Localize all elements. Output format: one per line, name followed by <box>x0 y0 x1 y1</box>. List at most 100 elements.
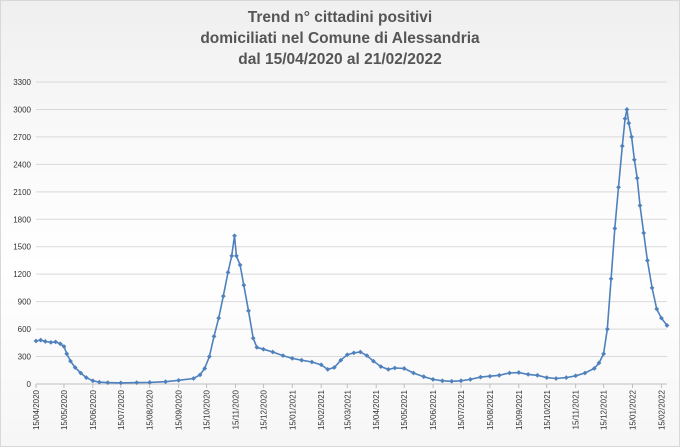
data-point <box>318 362 324 368</box>
data-point <box>401 366 407 371</box>
data-point <box>608 276 614 282</box>
data-point <box>338 357 344 363</box>
data-point <box>299 357 305 363</box>
y-tick-label: 900 <box>18 298 32 307</box>
y-tick-label: 2400 <box>13 160 31 169</box>
data-point <box>90 378 96 384</box>
data-point <box>637 203 643 208</box>
y-tick-label: 300 <box>18 353 32 362</box>
data-point <box>624 107 630 112</box>
chart-title-line-2: domiciliati nel Comune di Alessandria <box>200 30 480 47</box>
data-point <box>622 116 628 122</box>
data-point <box>596 360 602 366</box>
x-tick-label: 15/08/2020 <box>146 389 155 430</box>
data-point <box>33 338 39 344</box>
data-point <box>57 341 63 347</box>
y-tick-label: 600 <box>18 325 32 334</box>
data-point <box>216 315 222 321</box>
x-tick-label: 15/08/2021 <box>486 389 495 430</box>
data-point <box>573 373 579 379</box>
data-point <box>604 326 610 332</box>
x-tick-label: 15/02/2022 <box>657 389 666 430</box>
data-point <box>619 143 625 149</box>
data-point <box>289 355 295 361</box>
data-point <box>64 351 70 357</box>
data-point <box>246 308 251 314</box>
data-point <box>659 315 664 321</box>
data-point <box>631 157 637 163</box>
data-point <box>61 344 67 349</box>
x-axis-ticks: 15/04/2020 15/05/2020 15/06/2020 15/07/2020… <box>32 384 666 430</box>
data-point <box>206 354 212 359</box>
data-point <box>421 374 427 380</box>
x-tick-label: 15/04/2020 <box>32 389 41 430</box>
y-tick-label: 1500 <box>13 243 31 252</box>
x-tick-label: 15/12/2020 <box>259 389 268 430</box>
data-point <box>392 365 398 371</box>
data-point <box>280 353 286 359</box>
data-point <box>48 339 54 345</box>
data-point <box>53 339 58 345</box>
data-point <box>664 323 670 328</box>
data-point <box>351 350 357 356</box>
data-point <box>68 358 73 364</box>
y-tick-label: 3000 <box>13 105 31 114</box>
data-point <box>601 351 607 357</box>
data-point <box>582 370 588 376</box>
data-point <box>467 377 473 382</box>
data-point <box>38 337 44 343</box>
x-tick-label: 15/10/2020 <box>203 389 212 430</box>
data-point <box>96 379 102 385</box>
x-tick-label: 15/07/2020 <box>117 389 126 430</box>
x-tick-label: 15/07/2021 <box>457 389 466 430</box>
data-point <box>344 352 350 358</box>
data-point <box>487 373 493 379</box>
data-point <box>233 253 239 259</box>
data-point <box>535 372 540 378</box>
x-tick-label: 15/09/2020 <box>175 389 184 430</box>
x-tick-label: 15/06/2020 <box>89 389 98 430</box>
data-point <box>649 285 655 291</box>
data-point <box>563 375 569 380</box>
grid-lines <box>36 81 667 358</box>
data-point <box>309 359 315 365</box>
data-point <box>496 372 502 378</box>
data-point <box>634 175 640 181</box>
data-point <box>163 379 168 385</box>
data-point <box>544 375 550 380</box>
data-point <box>147 379 153 385</box>
data-point <box>134 380 140 386</box>
data-point <box>78 370 84 376</box>
data-point <box>612 226 618 231</box>
x-tick-label: 15/12/2021 <box>600 389 609 430</box>
data-point <box>325 366 331 372</box>
data-point <box>202 366 208 371</box>
data-point <box>191 376 196 381</box>
data-point <box>411 370 416 376</box>
x-tick-label: 15/03/2021 <box>343 389 352 430</box>
data-point <box>105 380 111 386</box>
x-tick-label: 15/11/2021 <box>572 389 581 429</box>
y-tick-label: 2700 <box>13 133 31 142</box>
data-point <box>430 377 436 382</box>
x-tick-label: 15/06/2021 <box>429 389 438 430</box>
data-point <box>211 334 217 339</box>
chart-title: Trend n° cittadini positivi domiciliati … <box>200 9 480 68</box>
data-point <box>72 365 78 370</box>
x-tick-label: 15/01/2022 <box>629 389 638 430</box>
data-point <box>507 370 512 376</box>
x-tick-label: 15/05/2021 <box>400 389 409 430</box>
data-point <box>626 120 632 126</box>
data-point <box>516 370 522 375</box>
x-tick-label: 15/05/2020 <box>60 389 69 430</box>
x-tick-label: 15/09/2021 <box>515 389 524 430</box>
y-tick-label: 2100 <box>13 188 31 197</box>
data-point <box>616 184 621 190</box>
chart-title-line-3: dal 15/04/2020 al 21/02/2022 <box>238 51 441 68</box>
y-tick-label: 1800 <box>13 215 31 224</box>
x-tick-label: 15/04/2021 <box>372 389 381 430</box>
data-point <box>237 262 243 268</box>
data-point <box>357 349 363 355</box>
data-point <box>478 374 483 380</box>
